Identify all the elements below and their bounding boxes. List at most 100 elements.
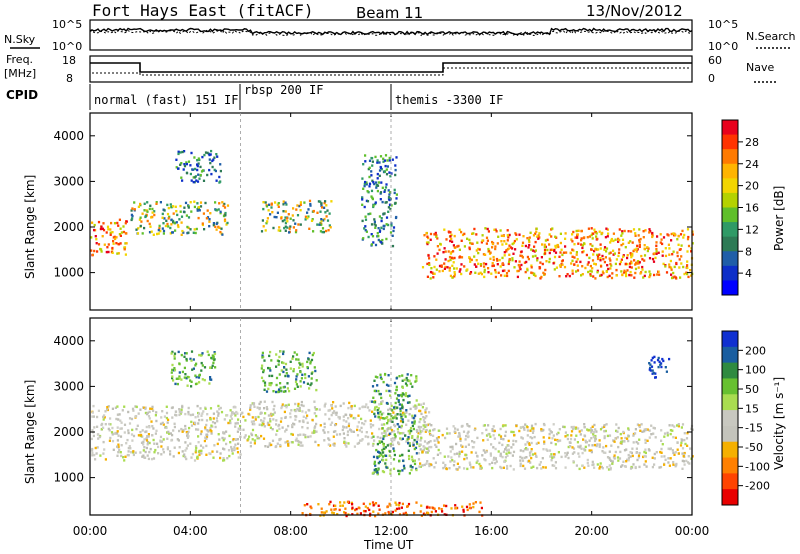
echo-cell [539,277,542,280]
echo-cell [268,367,271,370]
echo-cell [593,466,596,469]
echo-cell [590,233,593,237]
echo-cell [378,174,381,177]
echo-cell [560,248,563,251]
echo-cell [520,456,524,460]
echo-cell [371,444,375,447]
echo-cell [200,354,203,357]
power-echo-layer [90,149,694,280]
echo-cell [169,232,172,235]
echo-cell [648,362,651,365]
echo-cell [669,432,672,436]
echo-cell [505,250,508,253]
echo-cell [638,243,641,247]
echo-cell [460,263,463,266]
echo-cell [115,432,118,435]
echo-cell [426,511,429,515]
echo-cell [609,468,612,471]
echo-cell [334,411,337,415]
echo-cell [571,259,574,262]
echo-cell [405,409,408,412]
echo-cell [364,218,368,221]
echo-cell [543,423,546,427]
echo-cell [615,274,618,277]
echo-cell [528,451,532,454]
echo-cell [144,407,147,411]
echo-cell [588,235,591,238]
echo-cell [262,207,265,211]
echo-cell [186,375,189,379]
echo-cell [554,251,558,254]
echo-cell [496,263,499,266]
echo-cell [390,172,393,175]
echo-cell [194,231,197,235]
echo-cell [592,433,595,436]
echo-cell [635,440,638,444]
echo-cell [184,424,187,428]
echo-cell [306,360,309,364]
echo-cell [98,435,101,439]
echo-cell [604,451,607,454]
echo-cell [283,219,286,222]
echo-cell [319,514,322,517]
echo-cell [155,411,158,414]
echo-cell [286,440,289,443]
echo-cell [573,243,576,246]
echo-cell [390,428,394,432]
echo-cell [452,250,455,253]
echo-cell [169,226,172,230]
echo-cell [148,426,151,429]
echo-cell [423,440,427,443]
echo-cell [605,250,608,253]
echo-cell [251,416,254,419]
echo-cell [352,416,355,420]
echo-cell [267,209,270,212]
echo-cell [388,193,391,196]
echo-cell [156,442,159,445]
echo-cell [671,424,674,427]
echo-cell [682,236,685,239]
echo-cell [123,459,126,462]
echo-cell [634,428,637,431]
echo-cell [458,435,461,438]
echo-cell [368,514,372,517]
echo-cell [268,203,271,206]
echo-cell [278,373,281,376]
echo-cell [365,230,368,233]
echo-cell [338,433,342,436]
echo-cell [421,429,424,433]
echo-cell [260,230,264,233]
echo-cell [178,218,181,221]
echo-cell [602,446,605,449]
echo-cell [364,160,367,163]
echo-cell [280,217,283,220]
echo-cell [415,428,418,432]
echo-cell [385,173,389,176]
echo-cell [530,248,533,251]
echo-cell [452,244,455,247]
echo-cell [398,472,401,476]
echo-cell [356,428,359,432]
echo-cell [180,176,183,179]
echo-cell [583,448,586,452]
echo-cell [464,438,467,441]
echo-cell [372,396,375,399]
echo-cell [285,428,288,431]
echo-cell [283,226,286,230]
echo-cell [315,422,318,426]
echo-cell [466,424,469,427]
echo-cell [195,375,198,379]
echo-cell [139,430,142,434]
echo-cell [630,451,633,455]
echo-cell [103,448,106,451]
echo-cell [256,437,259,440]
echo-cell [106,408,109,411]
echo-cell [401,418,404,421]
echo-cell [581,251,584,254]
echo-cell [626,256,629,260]
echo-cell [473,441,476,444]
echo-cell [205,217,208,220]
echo-cell [503,251,506,254]
echo-cell [293,387,297,390]
echo-cell [447,250,450,253]
